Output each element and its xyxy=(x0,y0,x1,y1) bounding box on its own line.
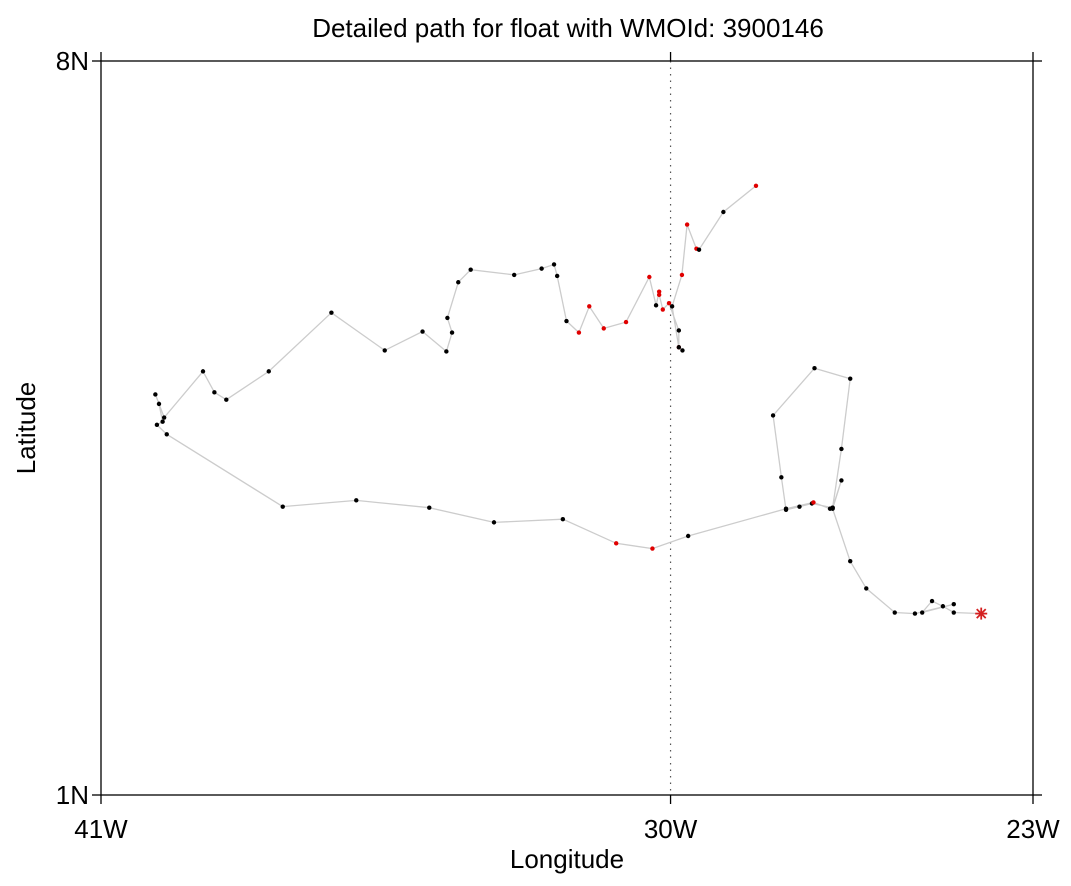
data-point xyxy=(696,247,702,252)
data-point xyxy=(329,310,334,315)
y-tick-label: 8N xyxy=(56,46,89,76)
flagged-data-point xyxy=(647,274,652,280)
data-point xyxy=(161,415,167,420)
data-point xyxy=(427,505,432,510)
flagged-data-point xyxy=(601,326,606,331)
data-point xyxy=(797,504,802,509)
flagged-data-point xyxy=(656,292,662,298)
data-point xyxy=(354,498,359,503)
plot-frame xyxy=(100,60,1034,796)
y-axis-label: Latitude xyxy=(11,382,41,475)
data-point xyxy=(491,520,497,525)
data-point xyxy=(444,349,449,354)
data-point xyxy=(160,419,165,424)
data-point xyxy=(951,610,956,615)
flagged-data-point xyxy=(656,289,662,294)
flagged-data-point xyxy=(679,272,685,278)
data-point xyxy=(827,506,833,511)
start-marker xyxy=(975,607,988,620)
data-point xyxy=(560,517,566,522)
data-point xyxy=(721,209,726,215)
data-point xyxy=(676,328,682,333)
data-point xyxy=(676,345,682,350)
chart-title: Detailed path for float with WMOId: 3900… xyxy=(312,13,824,43)
flagged-data-point xyxy=(684,222,690,227)
data-point xyxy=(653,303,659,308)
data-point xyxy=(539,266,544,271)
flagged-data-point xyxy=(587,304,592,309)
data-point xyxy=(564,318,569,324)
start-marker-stroke xyxy=(976,608,987,619)
flagged-data-point xyxy=(666,301,672,306)
data-point xyxy=(892,610,897,615)
x-axis-label: Longitude xyxy=(510,844,624,874)
x-tick-label: 23W xyxy=(1006,814,1060,844)
data-point xyxy=(812,366,817,371)
flagged-data-point xyxy=(623,319,629,325)
data-point xyxy=(551,262,557,267)
data-point xyxy=(224,397,229,402)
data-point xyxy=(839,446,844,452)
data-point xyxy=(783,506,789,511)
x-tick-label: 30W xyxy=(644,814,698,844)
flagged-data-point xyxy=(660,307,665,312)
data-point xyxy=(669,304,675,309)
data-point xyxy=(154,422,160,428)
data-point xyxy=(468,267,473,272)
data-point xyxy=(848,376,853,381)
flagged-data-point xyxy=(753,183,759,188)
data-point xyxy=(156,401,162,407)
flagged-data-point xyxy=(576,330,582,335)
y-axis: 8N 1N xyxy=(56,46,1042,810)
x-axis: 41W 30W 23W xyxy=(74,52,1060,844)
data-point xyxy=(940,604,946,609)
data-point xyxy=(929,598,935,604)
flagged-data-point xyxy=(613,541,619,546)
x-tick-label: 41W xyxy=(74,814,128,844)
data-point xyxy=(456,280,461,285)
points-layer xyxy=(153,183,988,620)
data-point xyxy=(511,272,517,278)
data-point xyxy=(382,348,387,353)
data-point xyxy=(848,558,853,564)
data-point xyxy=(266,369,271,374)
data-point xyxy=(680,348,685,353)
flagged-data-point xyxy=(811,500,816,505)
data-point xyxy=(445,315,450,321)
data-point xyxy=(280,504,285,509)
data-point xyxy=(200,369,206,374)
data-point xyxy=(864,586,869,591)
data-point xyxy=(919,610,925,615)
data-point xyxy=(554,273,560,279)
data-point xyxy=(779,475,784,480)
data-point xyxy=(212,390,217,395)
y-tick-label: 1N xyxy=(56,780,89,810)
data-point xyxy=(449,330,455,335)
data-point xyxy=(685,533,691,539)
data-point xyxy=(951,601,956,607)
data-point xyxy=(770,413,776,418)
data-point xyxy=(912,611,918,616)
data-point xyxy=(839,478,844,483)
data-point xyxy=(153,392,158,397)
data-point xyxy=(164,432,169,437)
flagged-data-point xyxy=(650,546,655,551)
data-point xyxy=(420,329,425,334)
